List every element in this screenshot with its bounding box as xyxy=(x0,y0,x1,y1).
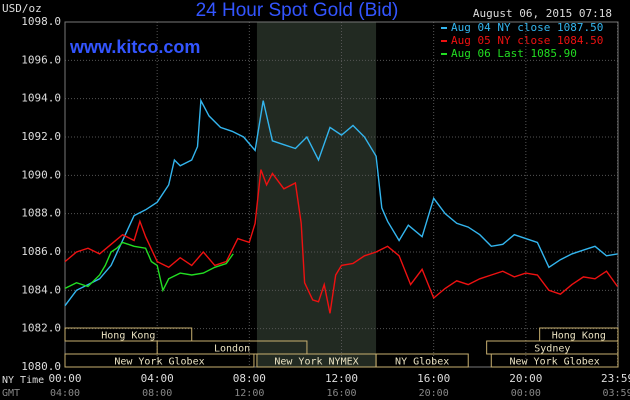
y-tick-label: 1084.0 xyxy=(21,283,61,296)
session-box xyxy=(64,353,255,368)
session-label: New York NYMEX xyxy=(274,357,358,368)
y-tick-label: 1088.0 xyxy=(21,207,61,220)
y-axis-label: USD/oz xyxy=(2,2,42,15)
y-tick-label: 1080.0 xyxy=(21,360,61,373)
shade-layer xyxy=(256,22,377,367)
x-tick-label: 23:59 xyxy=(601,372,630,385)
session-shade xyxy=(256,22,377,367)
y-tick-label: 1096.0 xyxy=(21,53,61,66)
session-label: Hong Kong xyxy=(101,331,155,342)
y-tick-label: 1086.0 xyxy=(21,245,61,258)
series-line xyxy=(64,98,618,307)
session-label: London xyxy=(214,344,250,355)
chart-title: 24 Hour Spot Gold (Bid) xyxy=(196,0,399,21)
x-row-label: NY Time xyxy=(2,375,44,386)
session-label: NY Globex xyxy=(395,357,449,368)
watermark: www.kitco.com xyxy=(69,37,200,57)
series-line xyxy=(64,241,234,293)
x2-row-label: GMT xyxy=(2,388,20,399)
x2-tick-label: 12:00 xyxy=(234,388,264,399)
session-label: New York Globex xyxy=(509,357,599,368)
session-label: Hong Kong xyxy=(552,331,606,342)
y-tick-label: 1094.0 xyxy=(21,92,61,105)
x2-tick-label: 04:00 xyxy=(50,388,80,399)
session-box xyxy=(490,353,619,368)
x2-tick-label: 20:00 xyxy=(419,388,449,399)
y-tick-label: 1098.0 xyxy=(21,15,61,28)
y-tick-label: 1092.0 xyxy=(21,130,61,143)
x-tick-label: 20:00 xyxy=(509,372,542,385)
x-tick-label: 12:00 xyxy=(325,372,358,385)
x2-tick-label: 00:00 xyxy=(511,388,541,399)
session-box xyxy=(64,327,193,342)
x2-tick-label: 16:00 xyxy=(326,388,356,399)
legend-label: Aug 04 NY close 1087.50 xyxy=(451,21,603,34)
session-label: Sydney xyxy=(534,344,570,355)
session-label: New York Globex xyxy=(114,357,204,368)
session-box xyxy=(375,353,469,368)
timestamp: August 06, 2015 07:18 xyxy=(473,7,612,20)
x2-tick-label: 03:59 xyxy=(602,388,630,399)
x2-tick-label: 08:00 xyxy=(142,388,172,399)
x-tick-label: 08:00 xyxy=(233,372,266,385)
y-tick-label: 1090.0 xyxy=(21,168,61,181)
series-line xyxy=(64,169,619,314)
legend-label: Aug 06 Last 1085.90 xyxy=(451,47,577,60)
y-tick-label: 1082.0 xyxy=(21,322,61,335)
x-tick-label: 16:00 xyxy=(417,372,450,385)
legend-label: Aug 05 NY close 1084.50 xyxy=(451,34,603,47)
x-tick-label: 04:00 xyxy=(141,372,174,385)
x-tick-label: 00:00 xyxy=(48,372,81,385)
